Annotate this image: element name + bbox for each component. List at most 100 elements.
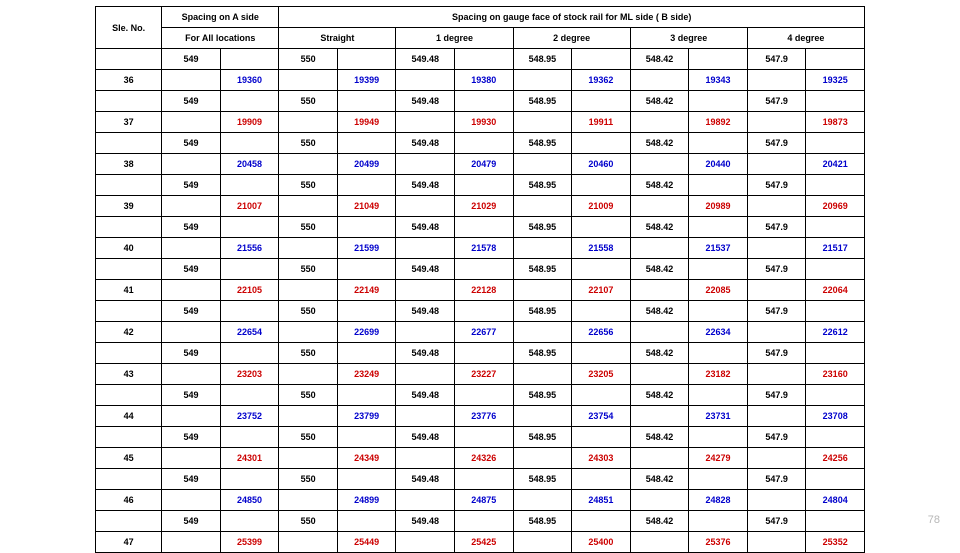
cell-sle: 41 bbox=[96, 280, 162, 301]
cell-d2-spacing: 548.95 bbox=[513, 301, 572, 322]
cell-d4-blank bbox=[806, 343, 865, 364]
cell-d2-blank bbox=[572, 469, 631, 490]
cell-d1-blank bbox=[396, 112, 455, 133]
cell-d1-cum: 19930 bbox=[455, 112, 514, 133]
hdr-straight: Straight bbox=[279, 28, 396, 49]
cell-a-blank bbox=[162, 406, 221, 427]
cell-d1-blank bbox=[455, 49, 514, 70]
cell-sle bbox=[96, 217, 162, 238]
cell-d3-blank bbox=[630, 364, 689, 385]
cell-d3-blank bbox=[689, 259, 748, 280]
cell-d1-cum: 21578 bbox=[455, 238, 514, 259]
cell-a-cum: 23752 bbox=[220, 406, 279, 427]
data-row: 47253992544925425254002537625352 bbox=[96, 532, 865, 553]
cell-d4-blank bbox=[747, 196, 806, 217]
cell-d3-blank bbox=[689, 511, 748, 532]
cell-d4-blank bbox=[806, 49, 865, 70]
cell-d4-blank bbox=[747, 448, 806, 469]
cell-straight-blank bbox=[279, 406, 338, 427]
cell-d1-spacing: 549.48 bbox=[396, 175, 455, 196]
cell-a-cum: 24850 bbox=[220, 490, 279, 511]
hdr-ml-group: Spacing on gauge face of stock rail for … bbox=[279, 7, 865, 28]
cell-sle: 45 bbox=[96, 448, 162, 469]
cell-straight-blank bbox=[337, 133, 396, 154]
cell-a-spacing: 549 bbox=[162, 49, 221, 70]
cell-d3-blank bbox=[689, 469, 748, 490]
cell-d3-cum: 19343 bbox=[689, 70, 748, 91]
cell-d3-blank bbox=[689, 91, 748, 112]
cell-d2-blank bbox=[572, 511, 631, 532]
cell-d4-spacing: 547.9 bbox=[747, 133, 806, 154]
cell-d3-blank bbox=[689, 217, 748, 238]
cell-a-cum: 24301 bbox=[220, 448, 279, 469]
cell-d4-blank bbox=[806, 301, 865, 322]
cell-straight-spacing: 550 bbox=[279, 217, 338, 238]
cell-d4-spacing: 547.9 bbox=[747, 469, 806, 490]
cell-d1-blank bbox=[396, 490, 455, 511]
cell-d3-blank bbox=[630, 406, 689, 427]
cell-d2-cum: 23205 bbox=[572, 364, 631, 385]
cell-d3-cum: 24828 bbox=[689, 490, 748, 511]
cell-straight-blank bbox=[337, 217, 396, 238]
cell-d4-spacing: 547.9 bbox=[747, 301, 806, 322]
cell-straight-cum: 24899 bbox=[337, 490, 396, 511]
hdr-d3: 3 degree bbox=[630, 28, 747, 49]
cell-a-blank bbox=[220, 301, 279, 322]
cell-d2-spacing: 548.95 bbox=[513, 469, 572, 490]
cell-a-spacing: 549 bbox=[162, 133, 221, 154]
cell-straight-blank bbox=[337, 301, 396, 322]
cell-d3-blank bbox=[630, 196, 689, 217]
cell-straight-cum: 22699 bbox=[337, 322, 396, 343]
cell-d2-spacing: 548.95 bbox=[513, 91, 572, 112]
cell-d1-cum: 24875 bbox=[455, 490, 514, 511]
cell-d3-blank bbox=[689, 49, 748, 70]
table-wrapper: Sle. No. Spacing on A side Spacing on ga… bbox=[95, 6, 865, 553]
cell-d4-spacing: 547.9 bbox=[747, 217, 806, 238]
cell-d4-blank bbox=[747, 364, 806, 385]
cell-a-blank bbox=[162, 322, 221, 343]
cell-d4-spacing: 547.9 bbox=[747, 343, 806, 364]
cell-sle: 42 bbox=[96, 322, 162, 343]
cell-a-blank bbox=[162, 154, 221, 175]
data-row: 40215562159921578215582153721517 bbox=[96, 238, 865, 259]
cell-d1-blank bbox=[455, 133, 514, 154]
cell-straight-spacing: 550 bbox=[279, 427, 338, 448]
cell-sle: 40 bbox=[96, 238, 162, 259]
cell-a-blank bbox=[220, 511, 279, 532]
cell-d3-cum: 21537 bbox=[689, 238, 748, 259]
cell-d4-spacing: 547.9 bbox=[747, 49, 806, 70]
cell-d2-cum: 24851 bbox=[572, 490, 631, 511]
cell-d2-blank bbox=[513, 238, 572, 259]
cell-sle bbox=[96, 259, 162, 280]
cell-straight-cum: 19399 bbox=[337, 70, 396, 91]
cell-d1-blank bbox=[455, 301, 514, 322]
cell-d1-spacing: 549.48 bbox=[396, 301, 455, 322]
cell-d3-cum: 25376 bbox=[689, 532, 748, 553]
cell-d3-spacing: 548.42 bbox=[630, 175, 689, 196]
cell-d3-spacing: 548.42 bbox=[630, 259, 689, 280]
cell-d4-cum: 23160 bbox=[806, 364, 865, 385]
cell-d2-blank bbox=[572, 385, 631, 406]
cell-d2-blank bbox=[513, 322, 572, 343]
hdr-aside-group: Spacing on A side bbox=[162, 7, 279, 28]
cell-d3-spacing: 548.42 bbox=[630, 343, 689, 364]
cell-straight-blank bbox=[279, 112, 338, 133]
cell-d2-blank bbox=[572, 259, 631, 280]
table-body: 549550549.48548.95548.42547.936193601939… bbox=[96, 49, 865, 553]
cell-d3-spacing: 548.42 bbox=[630, 91, 689, 112]
cell-d3-blank bbox=[630, 448, 689, 469]
cell-d1-cum: 24326 bbox=[455, 448, 514, 469]
cell-d3-cum: 20440 bbox=[689, 154, 748, 175]
cell-d4-blank bbox=[747, 322, 806, 343]
cell-straight-spacing: 550 bbox=[279, 91, 338, 112]
cell-a-spacing: 549 bbox=[162, 91, 221, 112]
cell-d3-blank bbox=[630, 154, 689, 175]
cell-d2-spacing: 548.95 bbox=[513, 511, 572, 532]
cell-d4-cum: 24804 bbox=[806, 490, 865, 511]
spacing-row: 549550549.48548.95548.42547.9 bbox=[96, 469, 865, 490]
cell-a-spacing: 549 bbox=[162, 217, 221, 238]
cell-d4-blank bbox=[806, 175, 865, 196]
cell-d1-blank bbox=[455, 343, 514, 364]
cell-d3-cum: 24279 bbox=[689, 448, 748, 469]
cell-straight-cum: 23249 bbox=[337, 364, 396, 385]
